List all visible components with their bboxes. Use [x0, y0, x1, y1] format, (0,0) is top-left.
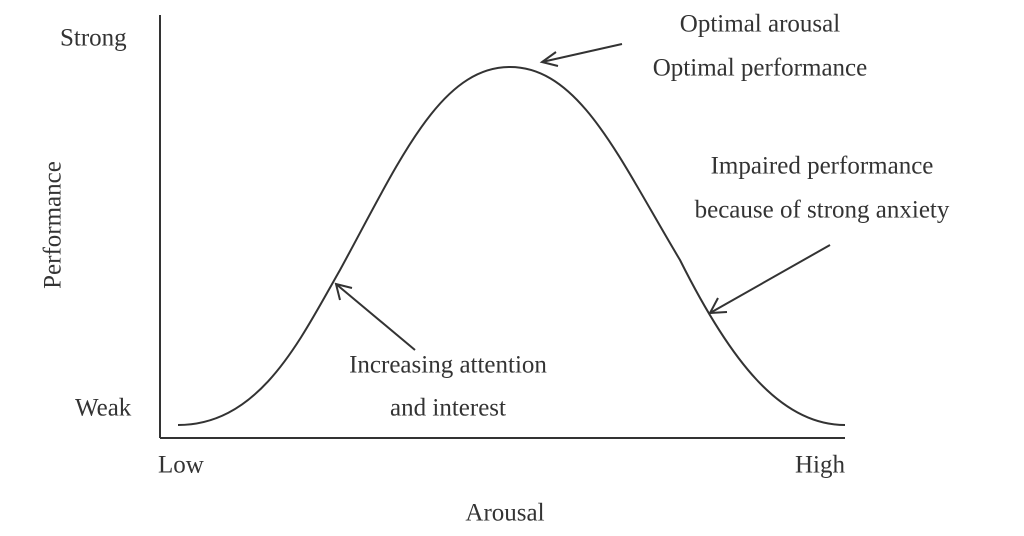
y-axis-title: Performance	[40, 161, 67, 289]
y-bottom-label: Weak	[75, 395, 132, 422]
arrow	[539, 43, 623, 67]
x-axis-title: Arousal	[465, 500, 544, 527]
annotation: and interest	[390, 395, 506, 422]
curve	[177, 65, 846, 426]
annotation: Increasing attention	[349, 352, 547, 379]
x-right-label: High	[795, 452, 846, 479]
annotation: Impaired performance	[711, 153, 934, 180]
annotation: because of strong anxiety	[695, 197, 950, 224]
x-left-label: Low	[158, 452, 204, 479]
y-top-label: Strong	[60, 25, 127, 52]
annotation: Optimal arousal	[680, 11, 840, 38]
annotation: Optimal performance	[653, 55, 868, 82]
arrow	[708, 244, 831, 315]
arrow	[334, 282, 416, 351]
